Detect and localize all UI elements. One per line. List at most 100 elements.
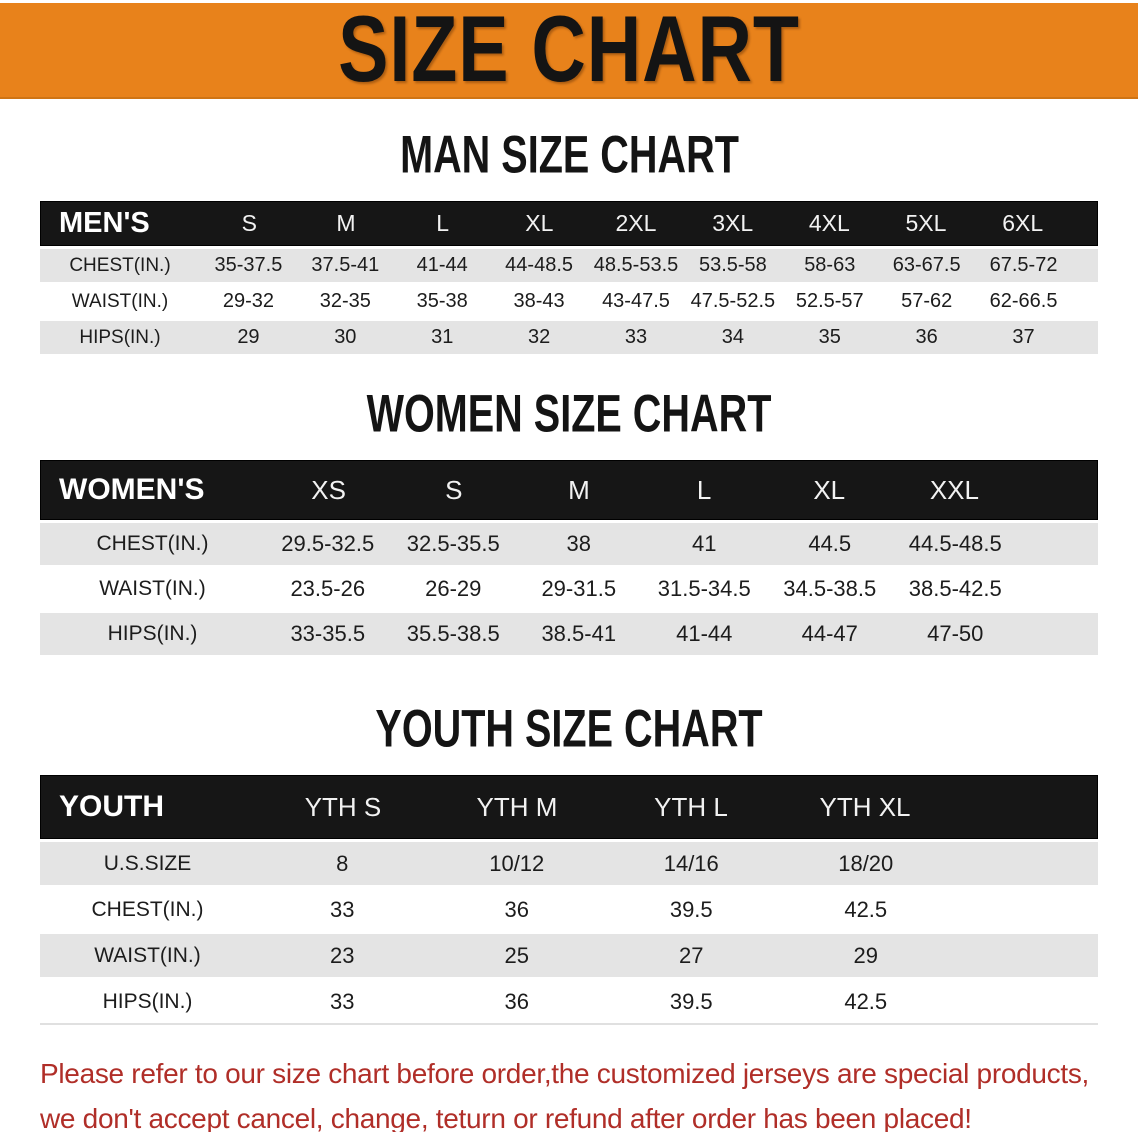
size-value-cell: 39.5 <box>669 988 713 1014</box>
table-row: HIPS(IN.) 33 36 39.5 42.5 <box>40 980 1098 1025</box>
size-column-header: M <box>336 210 356 236</box>
table-row: HIPS(IN.) 33-35.5 35.5-38.5 38.5-41 41-4… <box>40 613 1098 655</box>
women-table-title: WOMEN'S <box>59 473 205 506</box>
size-value-cell: 29-31.5 <box>541 576 617 601</box>
size-value-cell: 41-44 <box>416 254 468 276</box>
row-label: WAIST(IN.) <box>71 290 169 312</box>
row-label: WAIST(IN.) <box>94 943 201 967</box>
size-value-cell: 39.5 <box>669 896 713 922</box>
size-value-cell: 33 <box>330 988 355 1014</box>
size-column-header: 6XL <box>1002 210 1044 236</box>
size-column-header: 4XL <box>808 210 850 236</box>
table-row: CHEST(IN.) 29.5-32.5 32.5-35.5 38 41 44.… <box>40 523 1098 565</box>
youth-size-table: YOUTH YTH S YTH M YTH L YTH XL U.S.SIZE … <box>40 775 1098 1025</box>
size-value-cell: 38-43 <box>513 290 565 312</box>
size-value-cell: 43-47.5 <box>602 290 670 312</box>
size-value-cell: 53.5-58 <box>698 254 767 276</box>
row-label: HIPS(IN.) <box>79 326 161 348</box>
size-value-cell: 10/12 <box>489 850 545 876</box>
banner: SIZE CHART <box>0 3 1138 99</box>
size-chart-page: SIZE CHART MAN SIZE CHART MEN'S S M L XL… <box>0 3 1138 1132</box>
size-value-cell: 32-35 <box>319 290 371 312</box>
row-label: CHEST(IN.) <box>91 897 204 921</box>
row-label: CHEST(IN.) <box>96 532 209 555</box>
size-value-cell: 37.5-41 <box>311 254 380 276</box>
women-size-table: WOMEN'S XS S M L XL XXL CHEST(IN.) 29.5-… <box>40 460 1098 655</box>
table-row: HIPS(IN.) 29 30 31 32 33 34 35 36 37 <box>40 321 1098 354</box>
size-value-cell: 36 <box>504 896 529 922</box>
size-value-cell: 23 <box>330 942 355 968</box>
size-value-cell: 32 <box>527 326 551 348</box>
men-size-table: MEN'S S M L XL 2XL 3XL 4XL 5XL 6XL CHEST… <box>40 201 1098 354</box>
size-value-cell: 36 <box>504 988 529 1014</box>
size-value-cell: 26-29 <box>425 576 482 601</box>
size-value-cell: 38 <box>566 531 591 556</box>
size-column-header: M <box>568 474 590 505</box>
size-value-cell: 23.5-26 <box>290 576 366 601</box>
row-label: CHEST(IN.) <box>69 254 171 276</box>
size-value-cell: 29-32 <box>222 290 275 312</box>
size-column-header: YTH M <box>476 791 558 822</box>
table-row: WAIST(IN.) 23.5-26 26-29 29-31.5 31.5-34… <box>40 568 1098 610</box>
size-value-cell: 25 <box>504 942 529 968</box>
size-value-cell: 36 <box>915 326 938 348</box>
size-column-header: S <box>445 474 463 505</box>
size-column-header: L <box>696 474 712 505</box>
size-value-cell: 37 <box>1012 326 1035 348</box>
women-section-heading: WOMEN SIZE CHART <box>366 383 772 444</box>
size-value-cell: 29 <box>853 942 878 968</box>
size-value-cell: 44-48.5 <box>505 254 574 276</box>
size-column-header: YTH L <box>654 791 728 822</box>
row-label: HIPS(IN.) <box>107 622 198 645</box>
size-value-cell: 18/20 <box>838 850 894 876</box>
row-label: WAIST(IN.) <box>99 577 206 600</box>
size-value-cell: 31.5-34.5 <box>657 576 751 601</box>
youth-table-title: YOUTH <box>59 790 164 823</box>
size-value-cell: 31 <box>431 326 454 348</box>
women-table-header-row: WOMEN'S XS S M L XL XXL <box>40 460 1098 520</box>
size-value-cell: 32.5-35.5 <box>406 531 500 556</box>
size-value-cell: 62-66.5 <box>989 290 1058 312</box>
size-value-cell: 35.5-38.5 <box>406 621 500 646</box>
table-row: CHEST(IN.) 33 36 39.5 42.5 <box>40 888 1098 931</box>
size-value-cell: 35-37.5 <box>214 254 283 276</box>
size-column-header: XS <box>311 474 346 505</box>
size-value-cell: 35 <box>818 326 841 348</box>
men-table-header-row: MEN'S S M L XL 2XL 3XL 4XL 5XL 6XL <box>40 201 1098 246</box>
size-column-header: L <box>436 210 450 236</box>
table-row: WAIST(IN.) 29-32 32-35 35-38 38-43 43-47… <box>40 285 1098 318</box>
size-value-cell: 38.5-41 <box>541 621 617 646</box>
size-value-cell: 44.5-48.5 <box>908 531 1002 556</box>
size-column-header: S <box>241 210 257 236</box>
men-table-title: MEN'S <box>59 207 150 239</box>
men-section-heading: MAN SIZE CHART <box>399 124 739 185</box>
size-value-cell: 58-63 <box>804 254 856 276</box>
size-value-cell: 57-62 <box>901 290 953 312</box>
size-value-cell: 34.5-38.5 <box>783 576 877 601</box>
size-value-cell: 29 <box>237 326 260 348</box>
size-value-cell: 63-67.5 <box>892 254 961 276</box>
row-label: U.S.SIZE <box>103 851 192 875</box>
size-value-cell: 67.5-72 <box>989 254 1058 276</box>
size-value-cell: 48.5-53.5 <box>593 254 679 276</box>
order-policy-note: Please refer to our size chart before or… <box>40 1051 1110 1132</box>
size-value-cell: 41 <box>692 531 717 556</box>
size-value-cell: 33 <box>330 896 355 922</box>
size-value-cell: 42.5 <box>844 988 888 1014</box>
size-column-header: XXL <box>929 474 979 505</box>
size-value-cell: 30 <box>334 326 357 348</box>
size-value-cell: 35-38 <box>416 290 468 312</box>
size-column-header: YTH XL <box>819 791 911 822</box>
size-value-cell: 41-44 <box>676 621 733 646</box>
youth-section-heading: YOUTH SIZE CHART <box>375 698 763 759</box>
youth-table-header-row: YOUTH YTH S YTH M YTH L YTH XL <box>40 775 1098 839</box>
table-row: CHEST(IN.) 35-37.5 37.5-41 41-44 44-48.5… <box>40 249 1098 282</box>
size-value-cell: 44-47 <box>801 621 858 646</box>
size-column-header: 5XL <box>905 210 947 236</box>
page-title: SIZE CHART <box>338 3 800 99</box>
table-row: U.S.SIZE 8 10/12 14/16 18/20 <box>40 842 1098 885</box>
order-policy-line-2: we don't accept cancel, change, teturn o… <box>40 1103 972 1132</box>
row-label: HIPS(IN.) <box>102 989 193 1013</box>
size-value-cell: 27 <box>679 942 704 968</box>
size-value-cell: 47.5-52.5 <box>690 290 776 312</box>
